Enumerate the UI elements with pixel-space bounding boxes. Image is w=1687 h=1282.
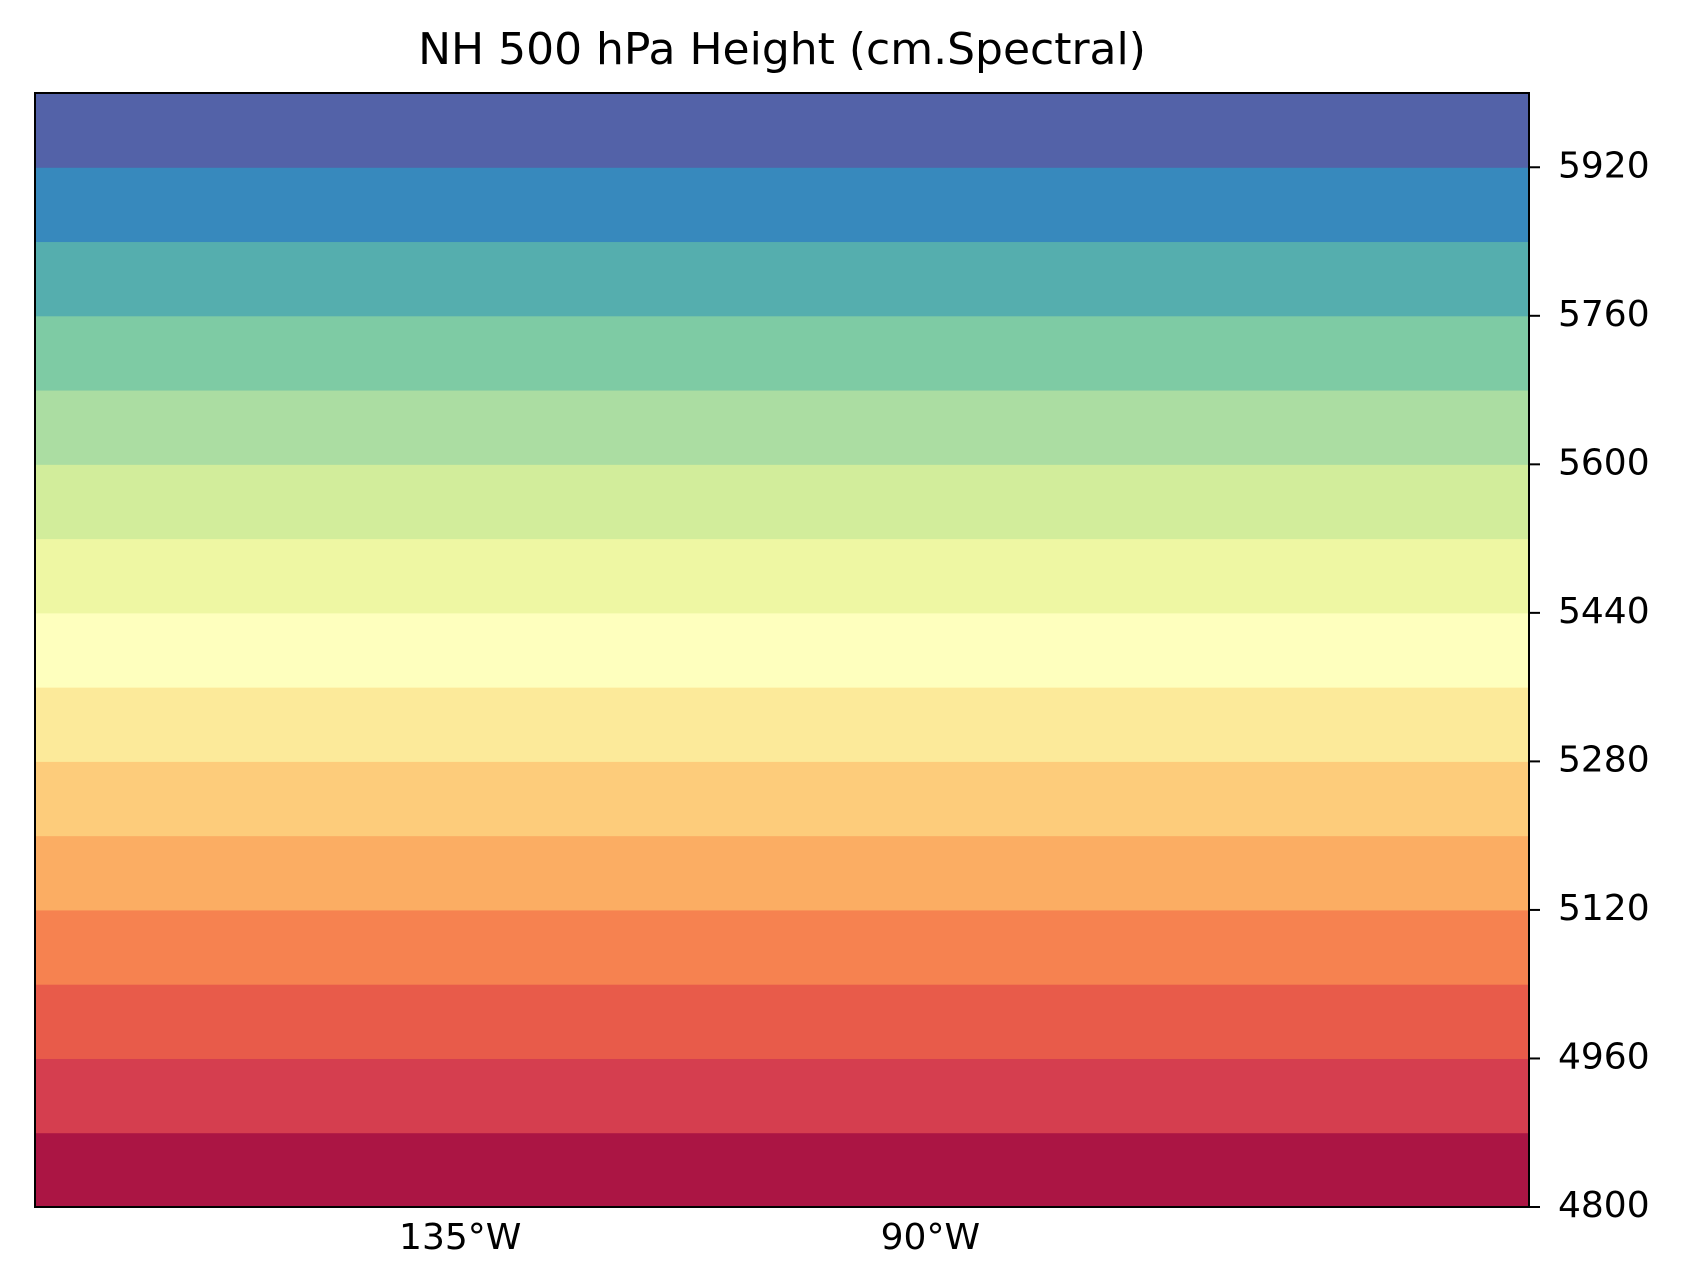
contour-band: [35, 1132, 1529, 1208]
y-tick-label: 5760: [1558, 294, 1650, 335]
contour-band: [35, 909, 1529, 985]
y-tick-label: 5600: [1558, 442, 1650, 483]
y-tick-label: 5440: [1558, 591, 1650, 632]
contour-band: [35, 390, 1529, 465]
contour-band: [35, 315, 1529, 391]
plot-frame: [34, 92, 1530, 1208]
y-tick-label: 5280: [1558, 739, 1650, 780]
contour-band: [35, 538, 1529, 614]
contour-band: [35, 835, 1529, 911]
x-tick-label: 90°W: [881, 1217, 980, 1258]
x-tick-label: 135°W: [399, 1217, 521, 1258]
contour-band: [35, 612, 1529, 688]
y-tick-label: 5920: [1558, 145, 1650, 186]
contour-band: [35, 167, 1529, 243]
y-tick-label: 4800: [1558, 1185, 1650, 1226]
contour-band: [35, 984, 1529, 1059]
contour-band: [35, 1058, 1529, 1134]
contour-band: [35, 687, 1529, 762]
contour-band: [35, 241, 1529, 317]
contour-band: [35, 93, 1529, 168]
contour-band: [35, 464, 1529, 540]
y-tick-label: 5120: [1558, 888, 1650, 929]
chart-title: NH 500 hPa Height (cm.Spectral): [418, 24, 1146, 75]
y-tick-label: 4960: [1558, 1036, 1650, 1077]
contour-band: [35, 761, 1529, 837]
